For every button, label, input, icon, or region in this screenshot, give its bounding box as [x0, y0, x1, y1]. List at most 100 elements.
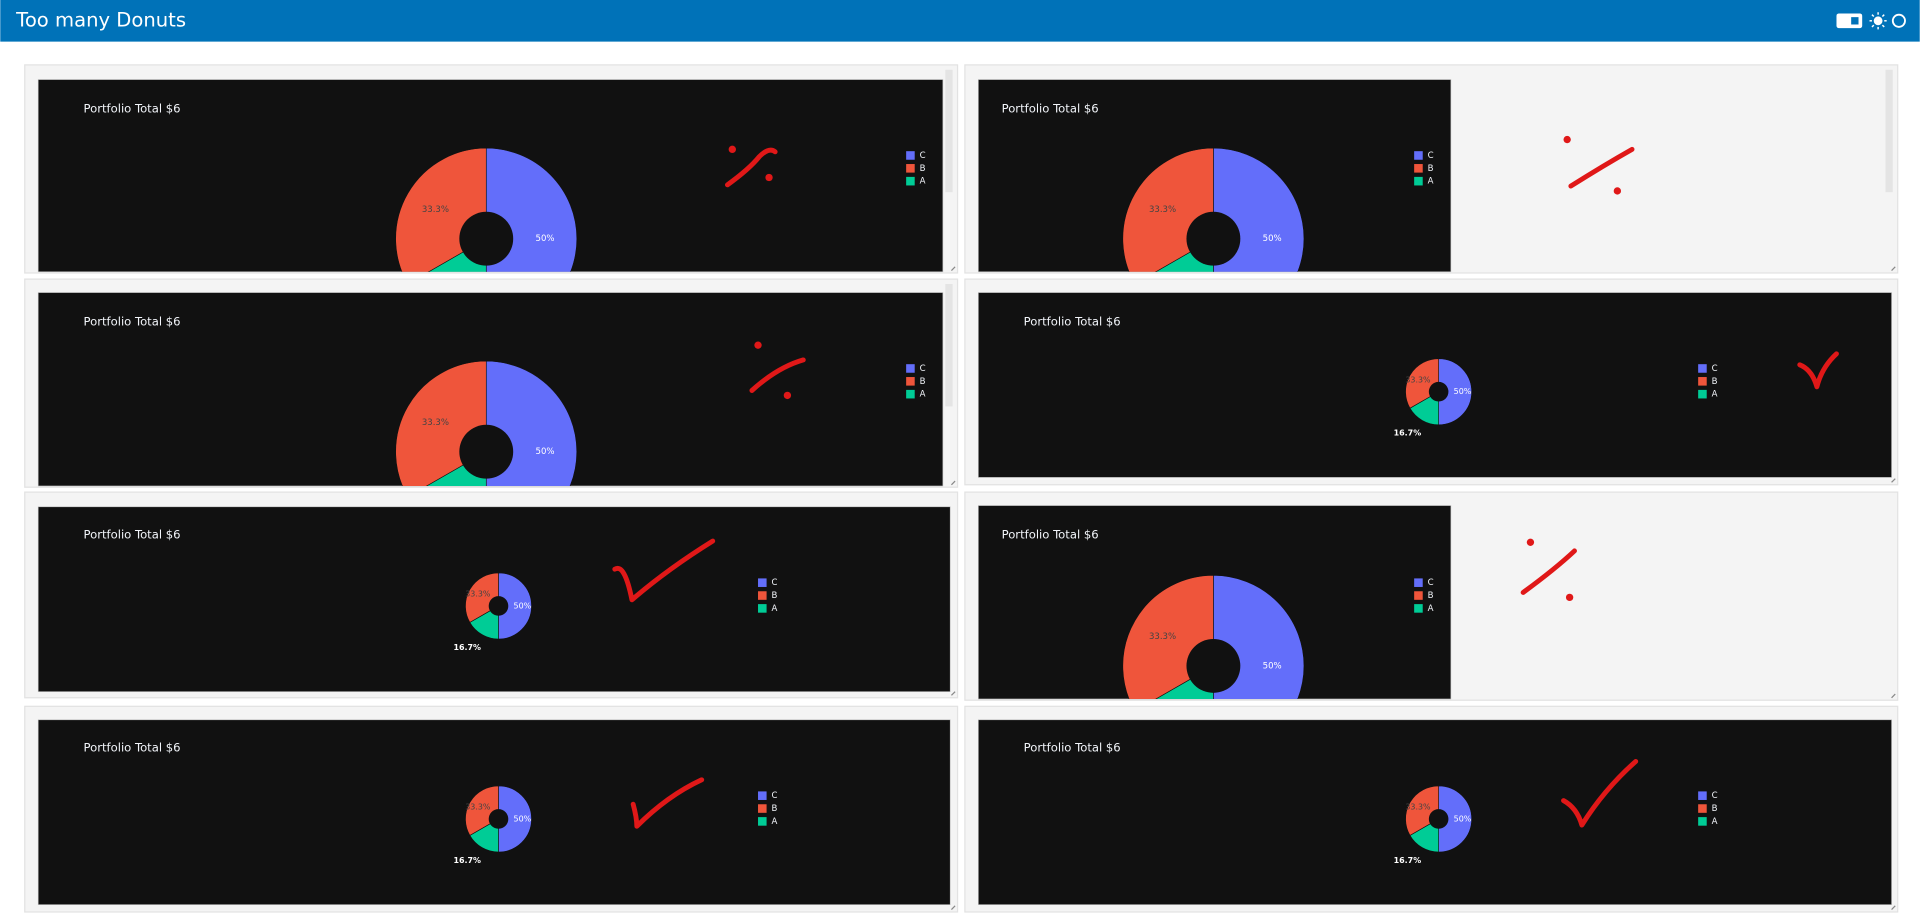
circle-icon[interactable]	[1891, 13, 1906, 28]
slice-label: 16.7%	[453, 643, 481, 652]
chart-title: Portfolio Total $6	[84, 740, 181, 754]
legend-swatch	[1698, 364, 1707, 373]
legend-label: C	[1712, 364, 1718, 374]
legend-swatch	[1414, 604, 1423, 613]
slice-label: 50%	[1454, 387, 1472, 396]
chart: Portfolio Total $6 50% 33.3% CBA	[84, 314, 926, 486]
resize-handle	[950, 480, 956, 486]
panel: Portfolio Total $6 50% 33.3% CBA	[964, 491, 1899, 701]
legend-label: C	[1712, 791, 1718, 801]
chart-title: Portfolio Total $6	[84, 314, 181, 328]
resize-handle	[1891, 266, 1896, 271]
slice-label: 33.3%	[1149, 205, 1176, 215]
donut-hole	[1428, 809, 1449, 829]
toggle-knob	[1851, 17, 1859, 25]
panel: Portfolio Total $6 50% 16.7% 33.3% CBA	[24, 705, 959, 913]
slice-label: 50%	[1454, 814, 1472, 823]
sun-icon[interactable]	[1869, 12, 1887, 30]
scrollbar	[945, 284, 953, 407]
legend-swatch	[758, 578, 767, 587]
legend-swatch	[906, 389, 915, 399]
chart: Portfolio Total $6 50% 16.7% 33.3% CBA	[1024, 740, 1718, 864]
panel: Portfolio Total $6 50% 33.3% CBA	[964, 64, 1899, 274]
chart: Portfolio Total $6 50% 16.7% 33.3% CBA	[84, 740, 778, 864]
legend-label: C	[920, 151, 926, 161]
panel: Portfolio Total $6 50% 16.7% 33.3% CBA	[964, 705, 1899, 913]
slice-label: 16.7%	[1394, 429, 1422, 438]
legend-label: A	[1712, 390, 1718, 400]
legend-swatch	[1414, 578, 1423, 587]
chart: Portfolio Total $6 50% 33.3% CBA	[1002, 527, 1434, 699]
legend-swatch	[906, 377, 915, 386]
panel: Portfolio Total $6 50% 16.7% 33.3% CBA	[964, 278, 1899, 486]
resize-handle	[950, 905, 956, 910]
legend-swatch	[1698, 389, 1707, 399]
donut-hole	[488, 809, 509, 829]
legend-swatch	[1698, 791, 1707, 800]
header-title: Too many Donuts	[15, 8, 186, 31]
legend-label: A	[920, 390, 926, 400]
scrollbar	[945, 69, 953, 193]
panel: Portfolio Total $6 50% 33.3% CBA	[24, 278, 959, 488]
legend-label: A	[1428, 604, 1434, 614]
slice-label: 33.3%	[422, 418, 449, 428]
legend-swatch	[1414, 151, 1423, 160]
slice-label: 50%	[514, 601, 532, 610]
legend-swatch	[758, 591, 767, 600]
donut-hole	[1428, 381, 1449, 402]
legend-label: A	[920, 177, 926, 187]
legend-swatch	[1698, 804, 1707, 813]
panel: Portfolio Total $6 50% 33.3% CBA	[24, 64, 959, 274]
scrollbar	[1885, 69, 1893, 193]
panel: Portfolio Total $6 50% 16.7% 33.3% CBA	[24, 491, 959, 699]
legend-label: A	[771, 604, 777, 614]
legend-label: C	[1428, 578, 1434, 588]
slice-label: 50%	[1263, 661, 1282, 671]
chart-title: Portfolio Total $6	[1002, 527, 1099, 541]
resize-handle	[1891, 478, 1896, 483]
chart-title: Portfolio Total $6	[84, 101, 181, 115]
donut-hole	[459, 424, 514, 479]
legend-label: C	[771, 791, 777, 801]
donut-slice	[498, 572, 532, 640]
chart: Portfolio Total $6 50% 16.7% 33.3% CBA	[84, 527, 778, 651]
resize-handle	[1891, 693, 1896, 699]
slice-label: 33.3%	[1405, 375, 1431, 384]
chart-title: Portfolio Total $6	[1024, 740, 1121, 754]
donut-hole	[1186, 639, 1241, 693]
slice-label: 33.3%	[1405, 802, 1431, 811]
legend-swatch	[1414, 591, 1423, 600]
resize-handle	[950, 691, 956, 696]
legend-label: B	[1428, 164, 1434, 174]
legend-swatch	[1698, 817, 1707, 826]
legend-swatch	[758, 817, 767, 826]
chart: Portfolio Total $6 50% 33.3% CBA	[84, 101, 926, 272]
slice-label: 50%	[536, 447, 555, 457]
legend-label: C	[771, 578, 777, 588]
slice-label: 33.3%	[422, 205, 449, 215]
chart-title: Portfolio Total $6	[1002, 101, 1099, 115]
legend-swatch	[906, 151, 915, 160]
legend-swatch	[1414, 164, 1423, 173]
header-bar	[0, 0, 1920, 42]
legend-swatch	[758, 791, 767, 800]
resize-handle	[1891, 905, 1896, 910]
slice-label: 33.3%	[1149, 632, 1176, 642]
legend-label: B	[1712, 377, 1718, 387]
donut-hole	[1186, 211, 1241, 266]
chart: Portfolio Total $6 50% 33.3% CBA	[1002, 101, 1434, 272]
legend-label: C	[920, 364, 926, 374]
chart-title: Portfolio Total $6	[1024, 314, 1121, 328]
legend-swatch	[758, 604, 767, 613]
chart: Portfolio Total $6 50% 16.7% 33.3% CBA	[1024, 314, 1718, 437]
slice-label: 33.3%	[465, 802, 491, 811]
legend-label: B	[771, 804, 777, 814]
donut-slice	[1438, 358, 1472, 426]
legend-label: B	[920, 164, 926, 174]
legend-swatch	[1698, 377, 1707, 386]
legend-label: A	[1428, 177, 1434, 187]
legend-label: B	[920, 377, 926, 387]
legend-label: B	[1712, 804, 1718, 814]
